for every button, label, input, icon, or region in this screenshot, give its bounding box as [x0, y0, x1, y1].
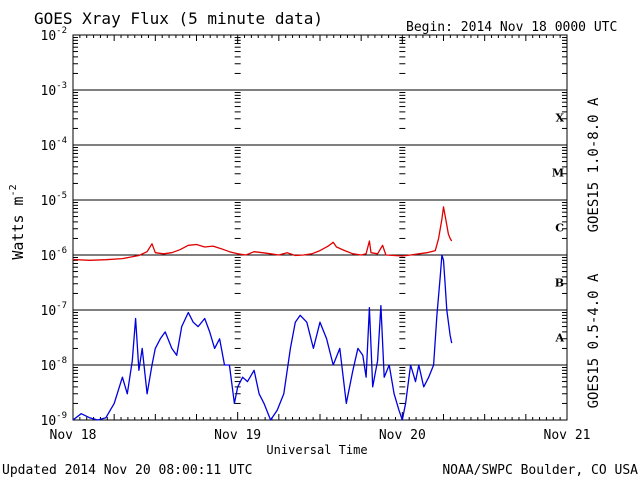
grid — [72, 34, 568, 421]
y-tick-label-base: 10 — [41, 249, 57, 264]
y-tick-label: 10-3 — [41, 81, 68, 99]
y-tick-label: 10-2 — [41, 26, 68, 44]
axis-ticks — [72, 35, 568, 420]
y-tick-label-exponent: -6 — [56, 246, 67, 256]
y-tick-labels: 10-210-310-410-510-610-710-810-9 — [41, 26, 68, 429]
y-tick-label-base: 10 — [41, 29, 57, 44]
y-tick-label-exponent: -4 — [56, 136, 67, 146]
y-tick-label-base: 10 — [41, 414, 57, 429]
plot-frame — [72, 34, 568, 421]
updated-timestamp: Updated 2014 Nov 20 08:00:11 UTC — [2, 463, 252, 478]
y-tick-label: 10-5 — [41, 191, 68, 209]
flare-class-label: C — [555, 222, 564, 235]
flare-class-label: A — [554, 332, 564, 345]
chart-title: GOES Xray Flux (5 minute data) — [34, 9, 323, 28]
y-tick-label-base: 10 — [41, 84, 57, 99]
x-tick-labels: Nov 18 Nov 19 Nov 20 Nov 21 — [50, 428, 591, 443]
flare-class-label: X — [555, 112, 564, 125]
svg-text:Watts m-2: Watts m-2 — [8, 184, 27, 259]
y-tick-label-exponent: -7 — [56, 301, 67, 311]
legend-short-channel: GOES15 0.5-4.0 A — [586, 273, 602, 408]
y-tick-label-exponent: -8 — [56, 356, 67, 366]
flare-class-label: B — [555, 277, 564, 290]
y-tick-label: 10-4 — [41, 136, 68, 154]
x-tick-label: Nov 21 — [544, 428, 591, 443]
y-tick-label-exponent: -3 — [56, 81, 67, 91]
y-tick-label-exponent: -9 — [56, 411, 67, 421]
y-tick-label: 10-7 — [41, 301, 68, 319]
y-tick-label-base: 10 — [41, 304, 57, 319]
y-tick-label: 10-8 — [41, 356, 68, 374]
y-tick-label-base: 10 — [41, 359, 57, 374]
series-line-0 — [72, 206, 453, 261]
x-tick-label: Nov 18 — [50, 428, 97, 443]
y-tick-label-exponent: -5 — [56, 191, 67, 201]
y-tick-label: 10-9 — [41, 411, 68, 429]
y-axis-title: Watts m-2 — [8, 184, 27, 259]
series-line-1 — [72, 254, 453, 421]
x-tick-label: Nov 19 — [214, 428, 261, 443]
flare-class-label: M — [552, 167, 564, 180]
y-tick-label-exponent: -2 — [56, 26, 67, 36]
y-tick-label: 10-6 — [41, 246, 68, 264]
x-axis-title: Universal Time — [266, 443, 367, 457]
y-axis-title-text: Watts m — [9, 196, 27, 259]
begin-time-label: Begin: 2014 Nov 18 0000 UTC — [406, 20, 617, 35]
legend-long-channel: GOES15 1.0-8.0 A — [586, 97, 602, 232]
y-tick-label-base: 10 — [41, 139, 57, 154]
y-axis-title-sup: -2 — [8, 184, 19, 196]
x-tick-label: Nov 20 — [379, 428, 426, 443]
y-tick-label-base: 10 — [41, 194, 57, 209]
series-lines — [72, 206, 453, 421]
credit-text: NOAA/SWPC Boulder, CO USA — [442, 463, 638, 478]
flare-class-labels: X M C B A — [552, 112, 565, 345]
